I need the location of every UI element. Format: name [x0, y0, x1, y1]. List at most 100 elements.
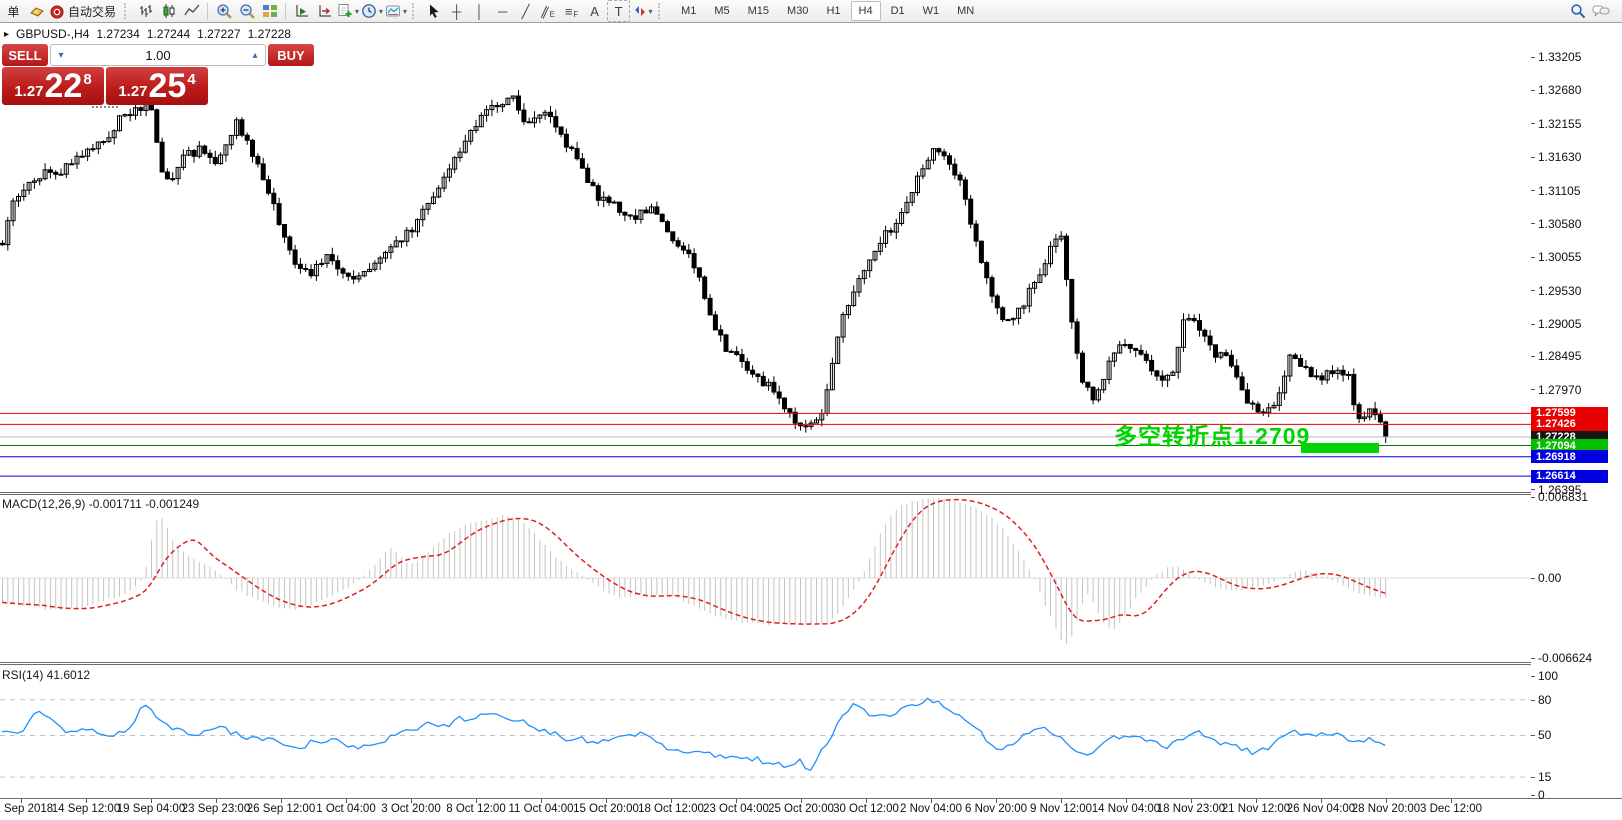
- price-axis[interactable]: 1.33205 1.32680 1.32155 1.31630 1.31105 1.305…: [1531, 23, 1622, 802]
- timeframe-button-m1[interactable]: M1: [681, 5, 697, 17]
- price-tick-label: 1.30055: [1531, 250, 1622, 264]
- time-axis-tick: [346, 799, 347, 803]
- auto-scroll-button[interactable]: [314, 1, 335, 21]
- time-axis-label: 2 Nov 04:00: [899, 803, 963, 815]
- ohlc-high: 1.27244: [146, 27, 191, 41]
- toolbar-grip[interactable]: [124, 3, 130, 19]
- line-chart-button[interactable]: [181, 1, 202, 21]
- fibonacci-button[interactable]: ≡ F: [561, 1, 582, 21]
- rsi-axis-label: 100: [1531, 669, 1622, 683]
- sell-button[interactable]: SELL: [2, 44, 48, 66]
- dropdown-caret-icon[interactable]: ▾: [403, 6, 408, 16]
- price-line-label: 1.26918: [1531, 450, 1608, 464]
- price-tick-label: 1.27970: [1531, 383, 1622, 397]
- rsi-axis-label: 15: [1531, 770, 1622, 784]
- symbol-title: GBPUSD-,H4: [16, 27, 90, 41]
- toolbar-grip[interactable]: [412, 3, 418, 19]
- panel-splitter[interactable]: [0, 662, 1622, 665]
- text-label-button[interactable]: T: [607, 0, 631, 22]
- toolbar-grip[interactable]: [658, 3, 664, 19]
- volume-box: ▾ ▴: [50, 44, 266, 66]
- timeframe-button-m30[interactable]: M30: [787, 5, 809, 17]
- price-chart[interactable]: [0, 23, 1531, 493]
- time-axis-tick: [801, 799, 802, 803]
- new-chart-button[interactable]: ▾: [337, 1, 359, 21]
- time-axis-label: 14 Nov 04:00: [1091, 803, 1161, 815]
- arrows-icon: [634, 6, 645, 16]
- dropdown-caret-icon[interactable]: ▾: [648, 6, 653, 16]
- zoom-in-button[interactable]: [213, 1, 234, 21]
- fibonacci-sub-label: F: [573, 9, 579, 19]
- axis-tick-mark: [1531, 123, 1535, 125]
- equidistant-channel-button[interactable]: ∥ E: [538, 1, 559, 21]
- time-axis-tick: [1321, 799, 1322, 803]
- timeframe-button-mn[interactable]: MN: [957, 5, 975, 17]
- time-axis-tick: [476, 799, 477, 803]
- timeframe-button-w1[interactable]: W1: [922, 5, 940, 17]
- zoom-out-button[interactable]: [236, 1, 257, 21]
- panel-grip-handle[interactable]: [92, 106, 118, 112]
- macd-chart[interactable]: [0, 495, 1531, 662]
- buy-button[interactable]: BUY: [268, 44, 314, 66]
- timeframe-button-d1[interactable]: D1: [890, 5, 905, 17]
- time-axis-tick: [736, 799, 737, 803]
- auto-trading-button[interactable]: 自动交易: [49, 1, 119, 21]
- chart-shift-button[interactable]: [291, 1, 312, 21]
- axis-tick-mark: [1531, 156, 1535, 158]
- horizontal-line-button[interactable]: ─: [492, 1, 513, 21]
- search-icon: [1570, 4, 1585, 19]
- annotation-text[interactable]: 多空转折点1.2709: [1114, 423, 1311, 449]
- timeframe-button-h4[interactable]: H4: [850, 1, 881, 21]
- time-axis-tick: [541, 799, 542, 803]
- sell-price-display[interactable]: 1.27 22 8: [2, 67, 104, 105]
- text-tool-button[interactable]: A: [584, 1, 605, 21]
- time-axis-label: 30 Oct 12:00: [833, 803, 899, 815]
- text-label-icon: T: [614, 3, 623, 19]
- volume-increase-button[interactable]: ▴: [252, 49, 258, 61]
- search-button[interactable]: [1567, 1, 1588, 21]
- buy-price-display[interactable]: 1.27 25 4: [106, 67, 208, 105]
- trendline-button[interactable]: ╱: [515, 1, 536, 21]
- volume-decrease-button[interactable]: ▾: [58, 49, 64, 61]
- timeframe-button-h1[interactable]: H1: [826, 5, 841, 17]
- macd-axis-label: 0.006831: [1531, 490, 1622, 504]
- panel-splitter[interactable]: [0, 492, 1622, 495]
- new-chart-icon: [338, 4, 352, 17]
- time-axis-tick: [1061, 799, 1062, 803]
- time-axis-label: 26 Nov 04:00: [1286, 803, 1356, 815]
- price-tick-label: 1.32155: [1531, 117, 1622, 131]
- cursor-button[interactable]: [423, 1, 444, 21]
- bar-chart-button[interactable]: [135, 1, 156, 21]
- periods-button[interactable]: ▾: [361, 1, 383, 21]
- axis-tick-mark: [1531, 290, 1535, 292]
- ohlc-open: 1.27234: [96, 27, 140, 41]
- candlestick-chart-button[interactable]: [158, 1, 179, 21]
- tile-windows-button[interactable]: [259, 1, 280, 21]
- line-chart-icon: [183, 4, 200, 16]
- support-zone-rectangle[interactable]: [1301, 443, 1379, 453]
- arrows-button[interactable]: ▾: [632, 1, 653, 21]
- dropdown-caret-icon[interactable]: ▾: [355, 6, 360, 16]
- toolbar-separator: [207, 2, 209, 20]
- chat-button[interactable]: [1590, 1, 1611, 21]
- price-tick-label: 1.29530: [1531, 284, 1622, 298]
- timeframe-button-m15[interactable]: M15: [747, 5, 770, 17]
- price-tick-label: 1.31630: [1531, 150, 1622, 164]
- new-order-button[interactable]: 单: [3, 1, 24, 21]
- volume-input[interactable]: [68, 46, 248, 64]
- axis-tick-mark: [1531, 699, 1535, 701]
- vertical-line-button[interactable]: │: [469, 1, 490, 21]
- zoom-out-icon: [239, 4, 255, 19]
- crosshair-button[interactable]: ┼: [446, 1, 467, 21]
- timeframe-button-m5[interactable]: M5: [714, 5, 730, 17]
- dropdown-caret-icon[interactable]: ▾: [379, 6, 384, 16]
- gold-button[interactable]: [26, 1, 47, 21]
- buy-price-big: 25: [148, 67, 187, 105]
- rsi-chart[interactable]: [0, 665, 1531, 798]
- trendline-icon: ╱: [521, 3, 530, 19]
- time-axis-label: 15 Oct 20:00: [573, 803, 639, 815]
- timeframe-group: M1 M5 M15 M30 H1 H4 D1 W1 MN: [672, 1, 983, 21]
- template-button[interactable]: ▾: [385, 1, 407, 21]
